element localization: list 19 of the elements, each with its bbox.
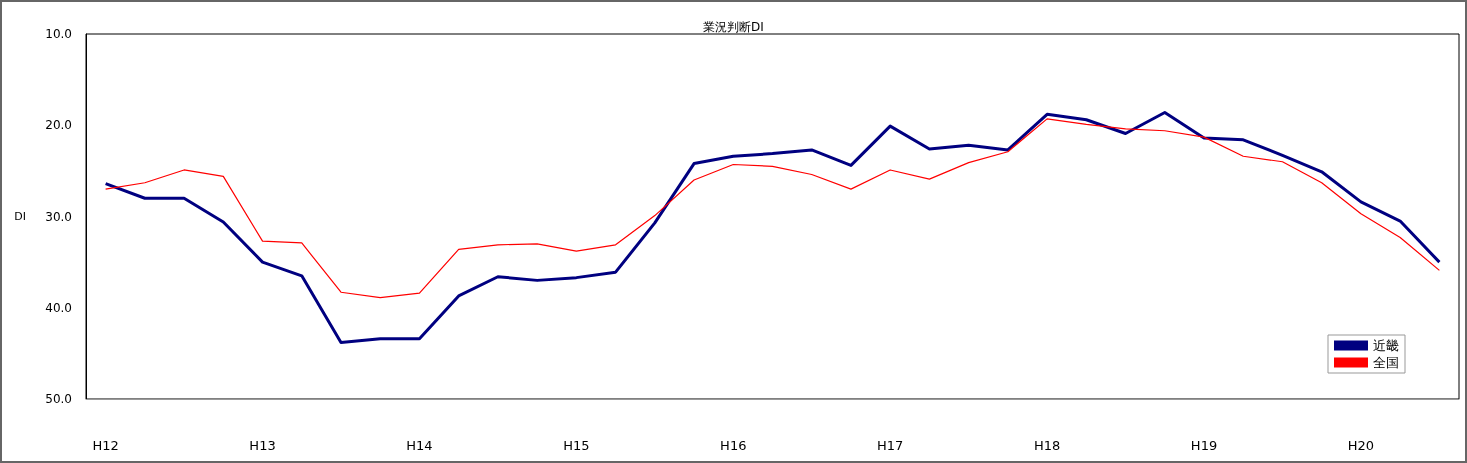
x-tick-label: H17 [877,438,904,453]
x-tick-label: H16 [720,438,747,453]
x-tick-label: H18 [1033,438,1061,453]
line-series [105,118,1440,299]
y-tick-label: 40.0 [45,300,72,315]
legend-label: 全国 [1373,355,1399,370]
x-tick-label: H12 [92,438,119,453]
y-tick-label: 10.0 [45,27,72,41]
x-tick-label: H20 [1347,438,1375,453]
x-tick-label: H19 [1190,438,1218,453]
y-tick-label: 50.0 [45,392,72,406]
chart-title: 業況判断DI [703,20,764,34]
x-tick-label: H14 [406,438,433,453]
y-tick-label: 30.0 [45,209,72,224]
x-tick-label: H15 [563,438,590,453]
x-tick-label: H13 [249,438,276,453]
y-tick-label: 20.0 [45,118,72,133]
legend-label: 近畿 [1373,338,1399,353]
y-axis-title: DI [14,210,26,223]
